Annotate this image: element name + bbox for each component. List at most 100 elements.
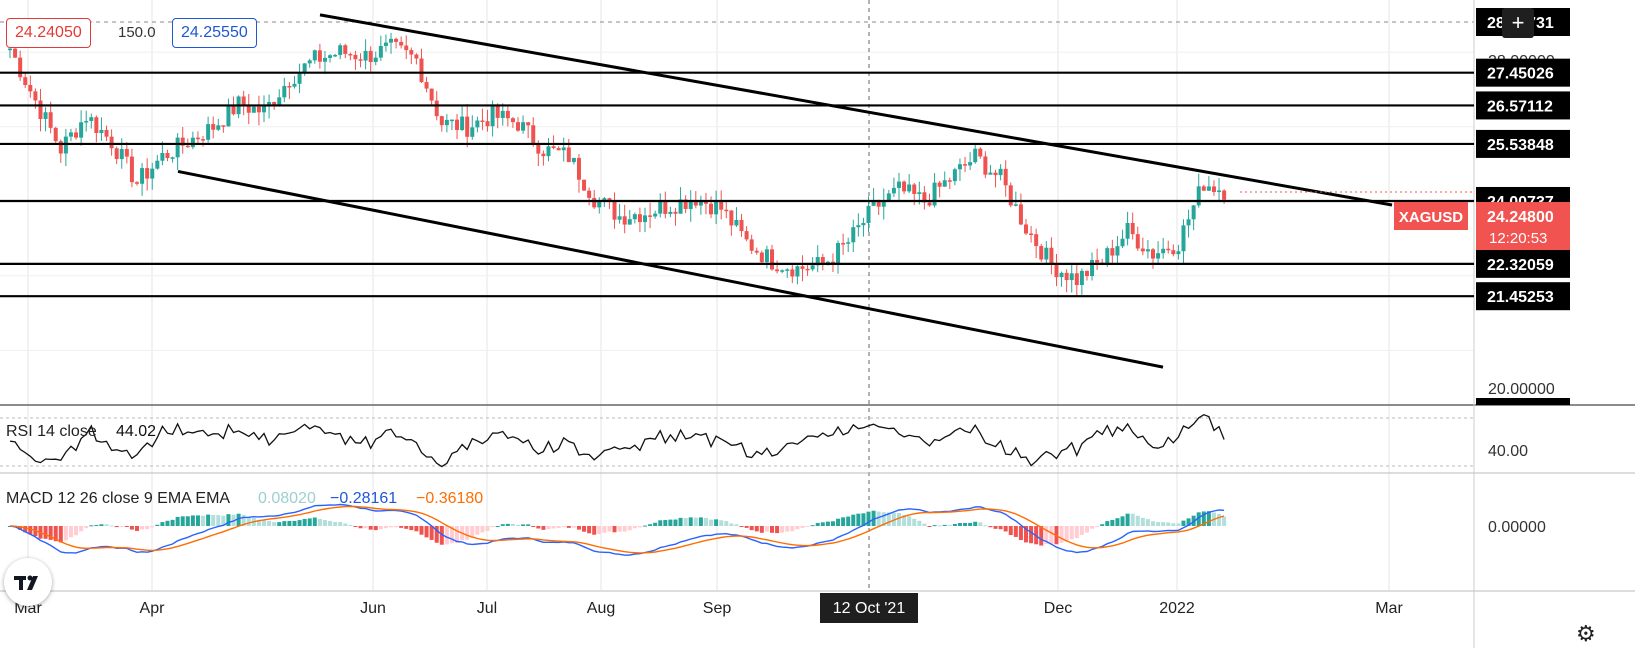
candle-body: [571, 157, 576, 163]
macd-histogram-bar: [729, 523, 734, 526]
candle-body: [871, 200, 876, 206]
macd-histogram-bar: [312, 517, 317, 526]
candle-body: [643, 215, 647, 223]
macd-histogram-bar: [668, 519, 673, 526]
candle-body: [465, 116, 470, 137]
candle-body: [195, 137, 200, 140]
candle-body: [155, 160, 160, 169]
candle-body: [714, 201, 719, 215]
candle-body: [124, 149, 129, 157]
macd-histogram-bar: [368, 526, 373, 530]
macd-histogram-bar: [693, 517, 698, 526]
candle-body: [805, 268, 810, 271]
macd-histogram-bar: [302, 518, 307, 526]
ask-price[interactable]: 24.25550: [172, 18, 257, 48]
rsi-pane: RSI 14 close 44.02: [0, 413, 1474, 468]
candle-body: [1176, 251, 1181, 255]
candle-body: [1079, 270, 1084, 285]
macd-histogram-bar: [1059, 526, 1064, 543]
y-tick-label: 20.00000: [1488, 381, 1555, 398]
candle-body: [602, 198, 607, 201]
macd-histogram-bar: [709, 519, 714, 526]
candle-body: [1191, 205, 1196, 220]
macd-histogram-bar: [770, 526, 774, 533]
macd-histogram-bar: [963, 522, 968, 526]
candle-body: [1206, 186, 1211, 191]
candle-body: [201, 139, 206, 141]
candle-body: [424, 82, 429, 89]
rsi-value: 44.02: [116, 423, 156, 440]
macd-histogram-bar: [485, 526, 490, 531]
candle-body: [597, 200, 602, 208]
candle-body: [363, 50, 368, 61]
candle-body: [297, 72, 302, 84]
macd-histogram-bar: [155, 524, 160, 526]
candle-body: [246, 106, 251, 113]
macd-histogram-bar: [373, 526, 378, 531]
candle-body: [561, 147, 566, 151]
macd-histogram-bar: [1003, 526, 1008, 532]
candle-body: [673, 211, 678, 214]
candle-body: [516, 122, 520, 131]
candle-body: [800, 266, 805, 269]
macd-histogram-bar: [851, 514, 856, 526]
candle-body: [546, 146, 551, 157]
macd-histogram-bar: [272, 522, 277, 526]
candle-body: [617, 216, 622, 220]
candle-body: [1181, 225, 1186, 252]
macd-histogram-bar: [470, 526, 475, 538]
macd-histogram-bar: [262, 520, 266, 526]
candle-body: [84, 120, 89, 123]
macd-histogram-bar: [1186, 518, 1191, 526]
candle-body: [373, 57, 378, 62]
macd-histogram-bar: [449, 526, 454, 544]
candle-body: [739, 220, 744, 232]
candle-body: [1105, 248, 1110, 264]
candle-body: [251, 106, 256, 113]
candle-body: [820, 257, 825, 265]
candle-body: [932, 182, 937, 206]
candle-body: [942, 180, 947, 187]
candle-body: [510, 118, 515, 123]
candle-body: [449, 119, 454, 122]
macd-histogram-bar: [343, 523, 348, 526]
candle-body: [343, 45, 348, 54]
bid-price[interactable]: 24.24050: [6, 18, 91, 48]
candle-body: [1161, 248, 1166, 254]
candle-body: [927, 202, 932, 206]
level-label: 26.57112: [1487, 98, 1553, 115]
candle-body: [815, 257, 820, 266]
candle-body: [1120, 238, 1125, 247]
macd-histogram-bar: [1039, 526, 1044, 546]
candle-body: [968, 162, 973, 166]
candle-body: [988, 172, 993, 175]
candle-body: [328, 55, 333, 58]
candle-body: [1024, 224, 1028, 234]
level-label: 21.45253: [1487, 289, 1554, 306]
macd-histogram-bar: [1201, 511, 1206, 526]
candle-body: [135, 182, 139, 184]
candle-body: [1090, 259, 1095, 277]
candle-body: [8, 48, 12, 51]
x-tick-label: Sep: [703, 600, 732, 617]
candle-body: [836, 243, 841, 264]
macd-histogram-bar: [1176, 523, 1181, 526]
macd-histogram-bar: [48, 526, 53, 540]
candle-body: [1222, 190, 1227, 200]
candle-body: [830, 261, 835, 264]
macd-histogram-bar: [282, 521, 287, 526]
level-label-bg: [1476, 249, 1570, 278]
settings-gear-icon[interactable]: ⚙: [1576, 621, 1596, 646]
signal-line: [9, 505, 1225, 554]
candle-body: [1084, 270, 1089, 277]
macd-histogram-bar: [465, 526, 470, 540]
macd-histogram-bar: [846, 516, 851, 526]
add-plus-icon[interactable]: +: [1502, 8, 1534, 38]
x-tick-label: Mar: [1375, 600, 1403, 617]
level-label-bg: [1476, 91, 1570, 120]
candle-body: [612, 201, 617, 220]
macd-histogram-bar: [104, 524, 109, 526]
macd-histogram-bar: [236, 513, 241, 526]
candle-body: [439, 116, 444, 126]
